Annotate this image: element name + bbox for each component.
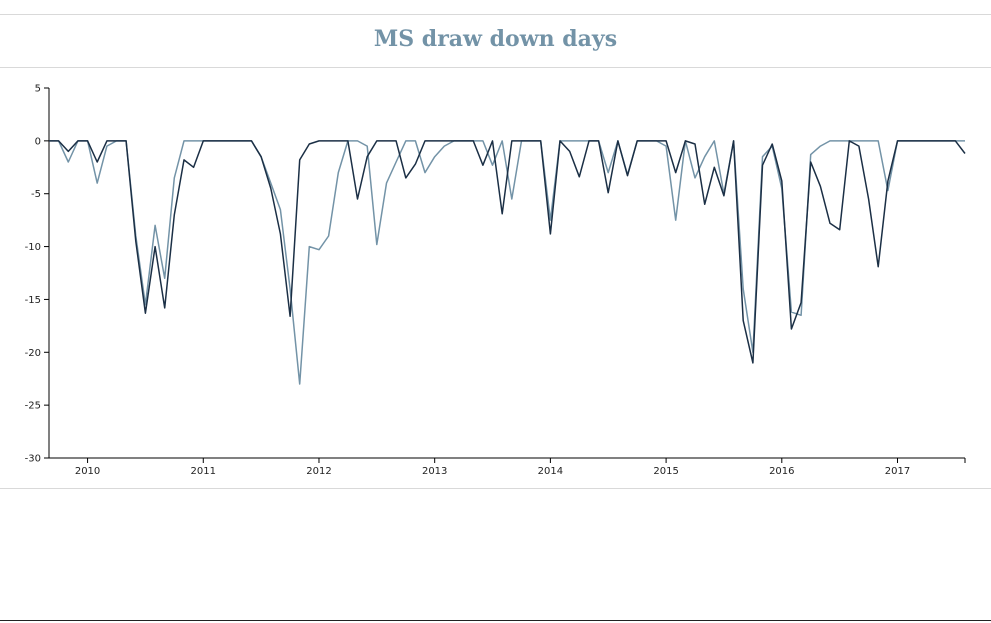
x-tick-label: 2011 <box>191 466 216 477</box>
x-tick-label: 2017 <box>885 466 910 477</box>
x-tick-label: 2013 <box>422 466 447 477</box>
x-axis: 2010 2011 2012 2013 2014 2015 2016 2017 <box>49 457 966 477</box>
series-line-1 <box>49 140 965 385</box>
title-divider <box>0 67 991 68</box>
y-tick-label: 0 <box>35 136 41 147</box>
series-layer <box>49 140 966 385</box>
chart-bottom-divider <box>0 488 991 489</box>
y-tick-label: -20 <box>25 348 41 359</box>
x-tick-label: 2010 <box>75 466 100 477</box>
y-tick-label: -30 <box>25 454 41 465</box>
chart-title: MS draw down days <box>373 26 618 52</box>
top-rule <box>0 14 991 15</box>
y-tick-label: -15 <box>25 295 41 306</box>
x-tick-label: 2014 <box>538 466 563 477</box>
y-tick-label: -10 <box>25 242 41 253</box>
series-line-2 <box>49 140 966 364</box>
y-tick-label: -5 <box>31 189 41 200</box>
y-axis: 5 0 -5 -10 -15 -20 -25 -30 <box>25 84 50 465</box>
x-tick-label: 2016 <box>769 466 794 477</box>
x-tick-label: 2015 <box>653 466 678 477</box>
x-tick-label: 2012 <box>306 466 331 477</box>
bottom-border <box>0 620 991 621</box>
y-tick-label: -25 <box>25 401 41 412</box>
y-tick-label: 5 <box>35 84 41 95</box>
